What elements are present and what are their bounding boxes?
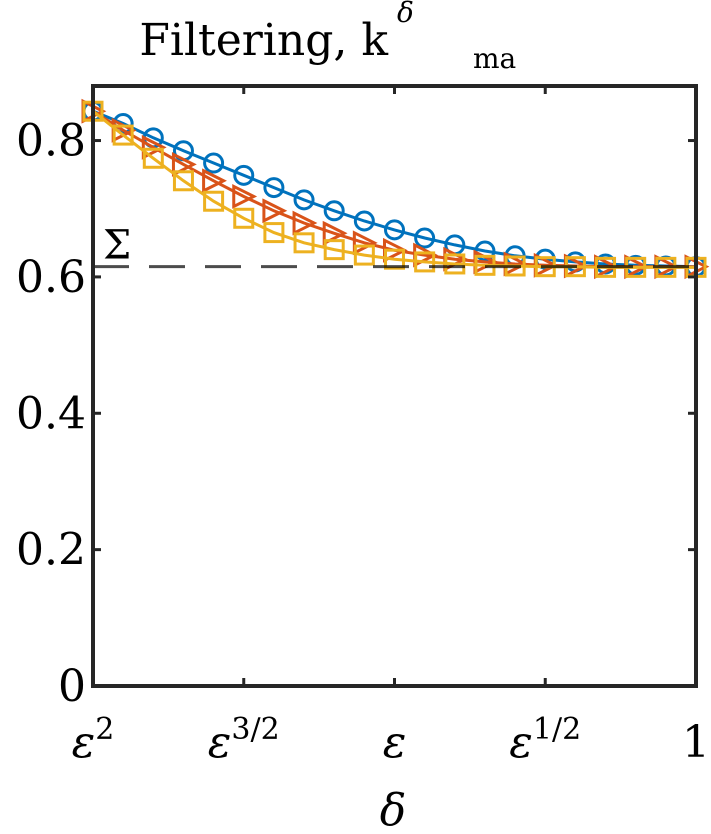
data-point <box>444 253 466 275</box>
data-point <box>263 222 285 244</box>
tick-layer: 0 0.2 0.4 0.6 0.8 ε2 ε3/2 ε ε1/2 1 <box>16 86 710 768</box>
data-point <box>171 151 197 177</box>
x-tick-label: ε <box>383 717 407 768</box>
axes-layer <box>91 84 698 688</box>
chart-title-text: Filtering, k <box>139 15 388 66</box>
data-point <box>353 210 375 232</box>
chart-title-superscript: δ <box>397 0 414 29</box>
data-point <box>203 190 225 212</box>
chart-title: Filtering, k δ ma <box>139 0 516 75</box>
data-point <box>323 239 345 261</box>
data-point <box>322 220 348 246</box>
reference-line-label: Σ <box>103 223 131 269</box>
y-tick-label: 0.2 <box>16 525 86 576</box>
y-tick-label: 0.8 <box>16 116 86 167</box>
x-axis-label: δ <box>380 785 407 834</box>
plot-frame <box>91 84 698 688</box>
data-point <box>203 152 225 174</box>
x-tick-label: ε2 <box>72 712 115 768</box>
data-point <box>142 147 164 169</box>
data-point <box>262 198 288 224</box>
series-3 <box>82 100 707 278</box>
chart-title-subscript: ma <box>473 42 516 75</box>
data-point <box>233 164 255 186</box>
data-point <box>112 124 134 146</box>
x-tick-label: 1 <box>682 717 710 768</box>
data-point <box>293 232 315 254</box>
y-tick-label: 0 <box>58 661 86 712</box>
y-tick-label: 0.6 <box>16 252 86 303</box>
data-point <box>172 170 194 192</box>
series-layer <box>81 98 710 280</box>
reference-line-layer: Σ <box>93 223 696 269</box>
y-tick-label: 0.4 <box>16 388 86 439</box>
data-point <box>414 251 436 273</box>
data-point <box>292 210 318 236</box>
data-point <box>233 207 255 229</box>
data-point <box>293 189 315 211</box>
data-point <box>232 184 258 209</box>
data-point <box>263 177 285 199</box>
data-point <box>323 200 345 222</box>
data-point <box>353 244 375 266</box>
data-point <box>352 230 378 256</box>
data-point <box>384 219 405 241</box>
data-point <box>141 134 167 160</box>
data-point <box>202 168 227 194</box>
x-tick-label: ε1/2 <box>509 712 581 768</box>
x-tick-label: ε3/2 <box>208 712 280 768</box>
data-point <box>414 227 436 249</box>
